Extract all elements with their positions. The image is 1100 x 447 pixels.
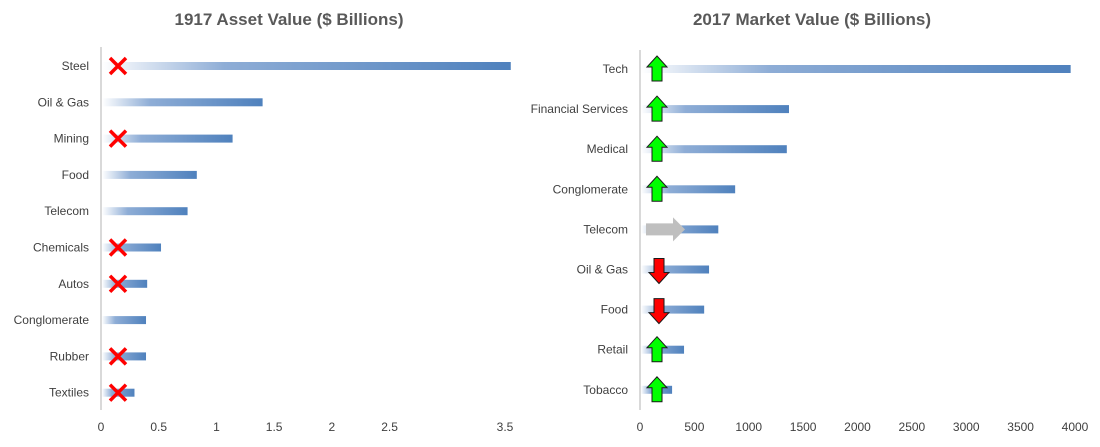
category-label: Food [62, 168, 89, 182]
category-label: Mining [54, 132, 89, 146]
category-label: Autos [58, 277, 89, 291]
category-label: Oil & Gas [38, 95, 89, 109]
category-label: Textiles [49, 386, 89, 400]
x-tick-label: 1.5 [266, 420, 283, 434]
bar [641, 65, 1071, 73]
x-tick-label: 2500 [899, 420, 926, 434]
x-tick-label: 0 [637, 420, 644, 434]
category-label: Tech [603, 62, 628, 76]
bar [641, 185, 736, 194]
bar [641, 305, 705, 314]
red-cross-icon [108, 347, 128, 366]
red-down-arrow-icon [647, 298, 671, 325]
bar [641, 145, 787, 154]
x-tick-label: 0 [98, 420, 105, 434]
category-label: Medical [587, 142, 628, 156]
category-label: Rubber [50, 349, 89, 363]
bar [102, 279, 148, 288]
bar [641, 265, 710, 274]
bar [102, 316, 147, 325]
category-label: Telecom [583, 222, 628, 236]
x-tick-label: 2.5 [381, 420, 398, 434]
red-cross-icon [108, 238, 128, 257]
red-down-arrow-icon [647, 258, 671, 285]
bar [641, 105, 789, 114]
left-chart-title: 1917 Asset Value ($ Billions) [175, 10, 404, 29]
x-tick-label: 4000 [1062, 420, 1089, 434]
x-tick-label: 3000 [953, 420, 980, 434]
category-label: Conglomerate [14, 313, 90, 327]
x-tick-label: 500 [684, 420, 704, 434]
green-up-arrow-icon [645, 376, 669, 403]
category-label: Tobacco [583, 383, 628, 397]
bar [102, 243, 162, 252]
x-tick-label: 1500 [790, 420, 817, 434]
red-cross-icon [108, 56, 128, 76]
bar [102, 170, 197, 179]
bar [641, 345, 685, 354]
bar [102, 134, 233, 143]
category-label: Conglomerate [553, 182, 629, 196]
bar [102, 98, 263, 107]
bar [102, 62, 511, 70]
category-label: Food [601, 303, 628, 317]
category-label: Oil & Gas [577, 263, 628, 277]
bar [102, 352, 147, 361]
x-tick-label: 2 [329, 420, 336, 434]
x-tick-label: 1000 [735, 420, 762, 434]
grey-right-arrow-icon [646, 217, 685, 242]
x-tick-label: 1 [213, 420, 220, 434]
red-cross-icon [108, 383, 128, 402]
x-tick-label: 3500 [1007, 420, 1034, 434]
x-tick-label: 3.5 [497, 420, 514, 434]
right-chart-title: 2017 Market Value ($ Billions) [693, 10, 931, 29]
x-tick-label: 0.5 [150, 420, 167, 434]
green-up-arrow-icon [645, 135, 669, 162]
category-label: Chemicals [33, 241, 89, 255]
green-up-arrow-icon [645, 175, 669, 202]
category-label: Financial Services [531, 102, 628, 116]
x-tick-label: 2000 [844, 420, 871, 434]
category-label: Retail [597, 343, 628, 357]
green-up-arrow-icon [645, 55, 669, 82]
green-up-arrow-icon [645, 335, 669, 363]
category-label: Steel [62, 59, 89, 73]
red-cross-icon [108, 129, 128, 148]
green-up-arrow-icon [645, 95, 669, 122]
category-label: Telecom [44, 204, 89, 218]
red-cross-icon [108, 274, 128, 294]
bar [102, 207, 188, 216]
